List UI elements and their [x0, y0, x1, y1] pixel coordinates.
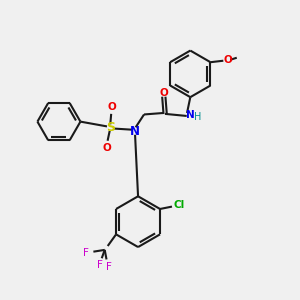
Text: F: F: [106, 262, 112, 272]
Text: H: H: [194, 112, 201, 122]
Text: O: O: [160, 88, 168, 98]
Text: N: N: [130, 125, 140, 138]
Text: S: S: [106, 121, 115, 134]
Text: O: O: [107, 102, 116, 112]
Text: N: N: [186, 110, 194, 120]
Text: F: F: [97, 260, 103, 270]
Text: F: F: [83, 248, 89, 258]
Text: O: O: [224, 55, 233, 64]
Text: O: O: [102, 142, 111, 153]
Text: Cl: Cl: [174, 200, 185, 210]
